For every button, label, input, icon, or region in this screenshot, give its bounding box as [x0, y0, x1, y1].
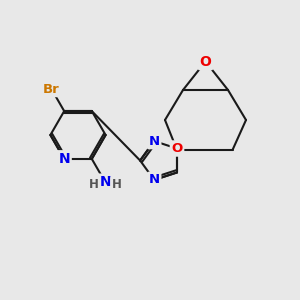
Text: O: O — [200, 55, 211, 68]
Text: O: O — [171, 142, 183, 155]
Text: H: H — [89, 178, 99, 191]
Text: N: N — [58, 152, 70, 166]
Text: H: H — [112, 178, 122, 191]
Text: N: N — [100, 175, 111, 189]
Text: Br: Br — [43, 82, 60, 95]
Text: N: N — [148, 135, 160, 148]
Text: N: N — [148, 173, 160, 186]
